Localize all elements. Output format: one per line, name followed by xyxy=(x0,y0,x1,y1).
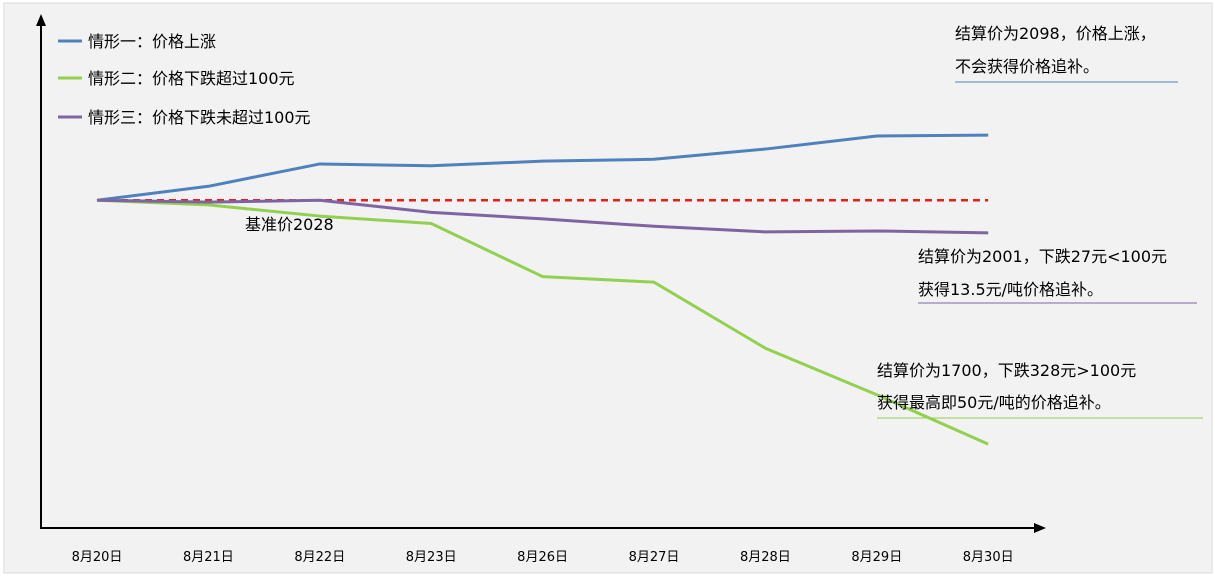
x-tick-label: 8月27日 xyxy=(629,550,680,565)
annotation-rise: 结算价为2098，价格上涨， 不会获得价格追补。 xyxy=(955,24,1178,83)
x-tick-label: 8月26日 xyxy=(517,550,568,565)
x-tick-label: 8月28日 xyxy=(740,550,791,565)
annotation-large-drop-line-1: 结算价为1700，下跌328元>100元 xyxy=(877,361,1136,380)
annotation-large-drop-line-2: 获得最高即50元/吨的价格追补。 xyxy=(877,393,1111,412)
legend-label-2: 情形二：价格下跌超过100元 xyxy=(88,69,295,88)
y-axis-arrow xyxy=(36,14,46,26)
series-line-3 xyxy=(96,198,989,235)
chart-background xyxy=(3,2,1213,574)
annotation-small-drop: 结算价为2001，下跌27元<100元 获得13.5元/吨价格追补。 xyxy=(918,247,1197,304)
x-tick-label: 8月23日 xyxy=(406,550,457,565)
legend: 情形一：价格上涨 情形二：价格下跌超过100元 情形三：价格下跌未超过100元 xyxy=(58,32,311,127)
x-tick-label: 8月29日 xyxy=(851,550,902,565)
x-tick-label: 8月20日 xyxy=(72,550,123,565)
series-layer xyxy=(96,133,989,446)
x-tick-label: 8月22日 xyxy=(294,550,345,565)
annotation-rise-line-2: 不会获得价格追补。 xyxy=(955,57,1099,76)
x-tick-labels: 8月20日 8月21日 8月22日 8月23日 8月26日 8月27日 8月28日 8月29日… xyxy=(72,550,1014,565)
reference-line-label: 基准价2028 xyxy=(245,215,334,234)
annotation-small-drop-line-1: 结算价为2001，下跌27元<100元 xyxy=(918,247,1167,266)
annotation-rise-line-1: 结算价为2098，价格上涨， xyxy=(955,24,1156,43)
legend-label-1: 情形一：价格上涨 xyxy=(88,32,216,51)
annotation-large-drop: 结算价为1700，下跌328元>100元 获得最高即50元/吨的价格追补。 xyxy=(877,361,1203,419)
series-line-2 xyxy=(96,198,989,446)
series-line-1 xyxy=(96,133,989,202)
axes xyxy=(36,14,1046,533)
annotation-small-drop-line-2: 获得13.5元/吨价格追补。 xyxy=(918,280,1103,299)
x-tick-label: 8月21日 xyxy=(183,550,234,565)
x-axis-arrow xyxy=(1034,523,1046,533)
x-tick-label: 8月30日 xyxy=(963,550,1014,565)
legend-label-3: 情形三：价格下跌未超过100元 xyxy=(88,108,311,127)
